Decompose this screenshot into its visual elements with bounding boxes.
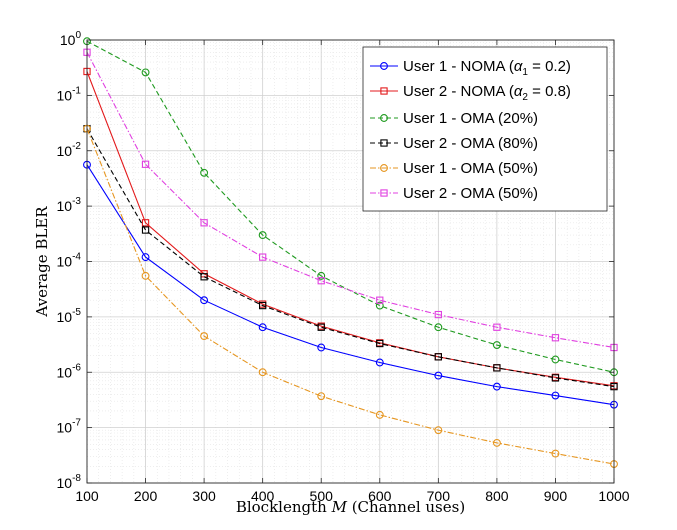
y-tick-label: 10-6 xyxy=(57,362,82,380)
series-line xyxy=(86,52,615,349)
y-tick-label: 10-7 xyxy=(57,418,82,436)
data-point xyxy=(434,310,442,319)
legend-label: User 1 - NOMA (α1 = 0.2) xyxy=(403,58,571,78)
legend-label: User 2 - OMA (50%) xyxy=(403,185,538,202)
data-point xyxy=(317,271,326,280)
y-tick-label: 100 xyxy=(60,30,82,48)
x-tick-label: 800 xyxy=(485,488,509,504)
series-6 xyxy=(83,48,618,352)
x-tick-label: 600 xyxy=(368,488,392,504)
y-tick-label: 10-1 xyxy=(57,85,82,103)
data-point xyxy=(551,374,560,382)
data-point xyxy=(141,253,150,262)
legend-label: User 2 - NOMA (α2 = 0.8) xyxy=(403,83,571,103)
data-point xyxy=(434,323,443,332)
legend: User 1 - NOMA (α1 = 0.2) User 2 - NOMA (α… xyxy=(362,46,608,212)
data-point xyxy=(141,68,150,77)
legend-box xyxy=(362,46,608,212)
data-point xyxy=(258,323,267,332)
y-axis-label: Average BLER xyxy=(33,206,51,318)
data-point xyxy=(200,219,208,227)
data-point xyxy=(259,301,267,310)
legend-label: User 2 - OMA (80%) xyxy=(403,135,538,152)
ticks: 100 200 300 400 500 600 700 800 900 1000 100 10-1 10… xyxy=(57,30,630,504)
data-point xyxy=(200,332,209,341)
series-line xyxy=(86,128,615,388)
data-point xyxy=(200,168,209,177)
y-tick-label: 10-8 xyxy=(57,473,82,491)
data-point xyxy=(551,391,560,400)
data-point xyxy=(434,353,442,361)
data-point xyxy=(141,219,150,227)
data-point xyxy=(200,273,208,281)
data-point xyxy=(492,382,501,391)
x-tick-label: 200 xyxy=(134,488,158,504)
x-tick-label: 900 xyxy=(544,488,568,504)
grid xyxy=(86,39,615,484)
x-axis-label: Blocklength M (Channel uses) xyxy=(236,498,465,516)
data-point xyxy=(317,277,325,285)
data-point xyxy=(434,371,443,380)
data-point xyxy=(200,296,209,305)
data-point xyxy=(317,343,326,352)
series-5 xyxy=(83,124,618,468)
data-point xyxy=(375,301,384,310)
legend-label: User 1 - OMA (50%) xyxy=(403,160,538,177)
series-line xyxy=(86,128,615,465)
data-point xyxy=(141,160,150,168)
legend-marker xyxy=(380,164,388,172)
legend-marker xyxy=(380,87,388,95)
x-tick-label: 100 xyxy=(75,488,99,504)
legend-marker xyxy=(380,139,388,147)
data-point xyxy=(492,341,501,349)
series-line xyxy=(86,164,615,406)
data-point xyxy=(258,368,267,377)
y-tick-label: 10-4 xyxy=(57,252,82,270)
data-point xyxy=(493,323,501,331)
data-point xyxy=(551,449,560,458)
y-tick-label: 10-3 xyxy=(57,196,82,214)
x-tick-label: 400 xyxy=(251,488,275,504)
data-point xyxy=(434,426,443,435)
data-point xyxy=(551,334,560,342)
data-point xyxy=(141,271,150,280)
data-point xyxy=(375,358,384,367)
legend-marker xyxy=(380,114,388,122)
x-tick-label: 1000 xyxy=(598,488,629,504)
data-point xyxy=(317,392,326,401)
x-tick-label: 700 xyxy=(427,488,451,504)
data-point xyxy=(376,339,384,348)
data-point xyxy=(492,438,501,447)
data-point xyxy=(376,296,384,304)
legend-marker xyxy=(380,189,388,197)
series-1 xyxy=(83,160,618,409)
legend-label: User 1 - OMA (20%) xyxy=(403,110,538,127)
legend-marker xyxy=(380,62,388,70)
data-point xyxy=(258,231,267,240)
x-tick-label: 300 xyxy=(192,488,216,504)
data-point xyxy=(259,253,267,261)
x-tick-label: 500 xyxy=(310,488,334,504)
data-point xyxy=(493,364,501,372)
data-point xyxy=(375,410,384,419)
y-tick-label: 10-5 xyxy=(57,307,82,325)
y-tick-label: 10-2 xyxy=(57,141,82,159)
data-point xyxy=(141,226,150,234)
data-point xyxy=(551,355,560,364)
data-point xyxy=(317,323,325,331)
